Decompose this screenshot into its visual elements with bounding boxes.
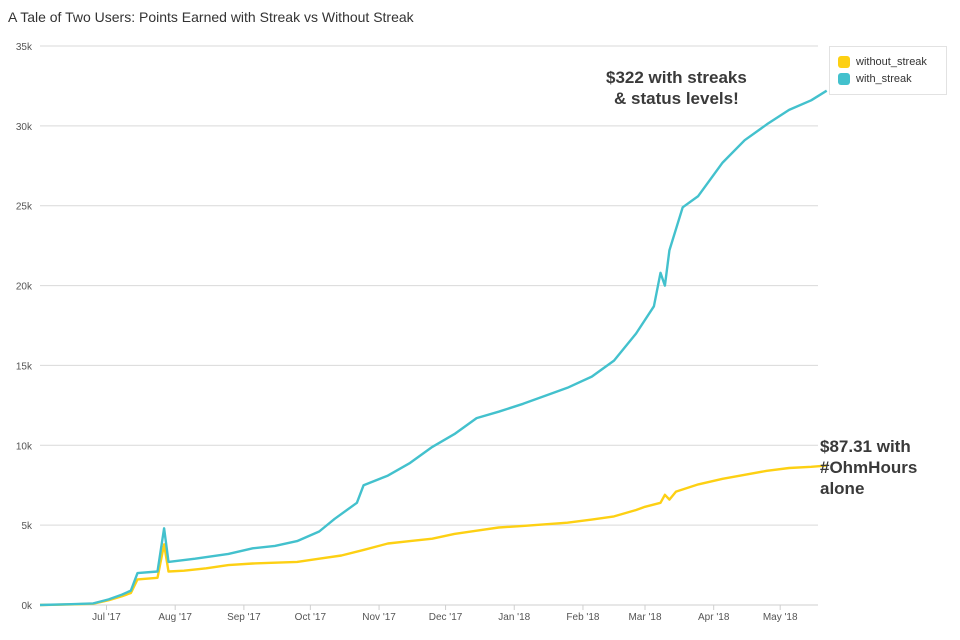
annotation-line: alone — [820, 479, 865, 498]
y-tick-label: 35k — [16, 42, 33, 53]
x-tick-label: Aug '17 — [158, 612, 192, 623]
x-tick-label: Feb '18 — [566, 612, 599, 623]
x-tick-label: Apr '18 — [698, 612, 730, 623]
x-tick-label: Oct '17 — [295, 612, 327, 623]
legend-label-without-streak: without_streak — [856, 55, 927, 68]
annotation-line: $87.31 with — [820, 437, 911, 456]
x-tick-label: Dec '17 — [429, 612, 463, 623]
annotation-line: & status levels! — [614, 89, 739, 108]
chart-title: A Tale of Two Users: Points Earned with … — [8, 9, 414, 25]
annotation-without-streak: $87.31 with #OhmHours alone — [820, 436, 917, 499]
legend-item-without-streak[interactable]: without_streak — [838, 53, 946, 70]
y-tick-label: 20k — [16, 282, 33, 293]
annotation-with-streak: $322 with streaks & status levels! — [606, 67, 747, 109]
x-tick-label: May '18 — [763, 612, 798, 623]
y-tick-label: 5k — [21, 521, 33, 532]
series-lines — [39, 89, 828, 607]
legend: without_streak with_streak — [829, 46, 947, 95]
legend-label-with-streak: with_streak — [856, 72, 912, 85]
x-tick-label: Jan '18 — [498, 612, 530, 623]
y-axis-ticks: 0k 5k 10k 15k 20k 25k 30k 35k — [16, 42, 33, 612]
gridlines — [40, 45, 818, 526]
annotation-line: #OhmHours — [820, 458, 918, 477]
y-tick-label: 30k — [16, 122, 33, 133]
legend-swatch-without-streak — [838, 55, 850, 68]
series-line-without-streak[interactable] — [39, 464, 827, 607]
y-tick-label: 25k — [16, 202, 33, 213]
x-tick-label: Mar '18 — [628, 612, 661, 623]
legend-swatch-with-streak — [838, 72, 850, 85]
x-axis-ticks: Jul '17 Aug '17 Sep '17 Oct '17 Nov '17 Dec '… — [92, 605, 798, 623]
y-tick-label: 15k — [16, 361, 33, 372]
legend-item-with-streak[interactable]: with_streak — [838, 70, 946, 87]
x-tick-label: Nov '17 — [362, 612, 396, 623]
series-line-with-streak[interactable] — [39, 89, 828, 607]
y-tick-label: 10k — [16, 441, 33, 452]
y-tick-label: 0k — [21, 601, 33, 612]
x-tick-label: Jul '17 — [92, 612, 121, 623]
x-tick-label: Sep '17 — [227, 612, 261, 623]
annotation-line: $322 with streaks — [606, 68, 747, 87]
